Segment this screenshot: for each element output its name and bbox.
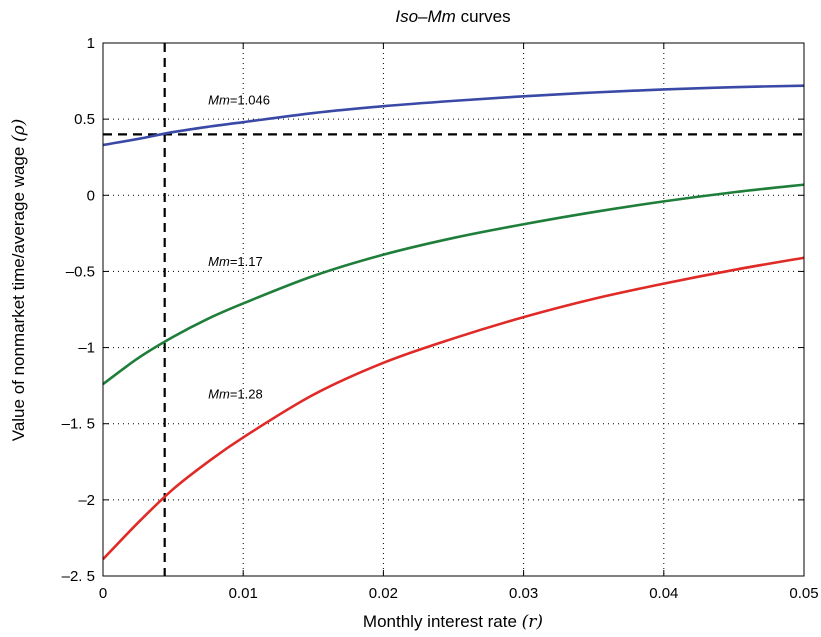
curve-label-value: =1.046 [230, 92, 270, 107]
y-tick-label: 0 [87, 187, 95, 204]
axis-ticks [102, 42, 805, 577]
chart-title-italic: Iso [395, 7, 418, 26]
chart-title-italic-2: Mm [428, 7, 456, 26]
curve-label-1: Mm=1.046 [208, 92, 270, 107]
series-line-2 [102, 183, 805, 386]
y-tick-label: –0.5 [66, 263, 95, 280]
y-tick-label: –1. 5 [62, 416, 95, 433]
x-tick-label: 0.04 [649, 585, 678, 602]
y-axis-label-text: Value of nonmarket time/average wage [9, 142, 28, 441]
curve-label-2: Mm=1.17 [208, 254, 263, 269]
reference-lines [103, 43, 804, 576]
series-lines [102, 84, 805, 561]
plot-frame [102, 42, 805, 577]
curve-label-prefix: Mm [208, 92, 230, 107]
curve-label-value: =1.28 [230, 386, 263, 401]
y-tick-label: –1 [78, 340, 95, 357]
y-axis-label: Value of nonmarket time/average wage (ρ) [9, 119, 29, 442]
grid-lines [103, 43, 804, 576]
y-tick-label: –2 [78, 492, 95, 509]
x-axis-label: Monthly interest rate (r) [363, 612, 543, 632]
x-tick-label: 0.05 [789, 585, 818, 602]
y-tick-label: –2. 5 [62, 568, 95, 585]
x-axis-label-symbol: (r) [522, 612, 543, 632]
x-tick-label: 0 [99, 585, 107, 602]
curve-label-value: =1.17 [230, 254, 263, 269]
chart-title-rest: curves [456, 7, 511, 26]
x-axis-label-text: Monthly interest rate [363, 612, 522, 631]
chart-title-dash: – [418, 7, 428, 26]
chart-title: Iso–Mm curves [395, 7, 510, 26]
x-tick-label: 0.02 [369, 585, 398, 602]
y-axis-label-symbol: (ρ) [9, 119, 29, 142]
curve-label-prefix: Mm [208, 254, 230, 269]
y-tick-label: 0.5 [74, 111, 95, 128]
y-tick-label: 1 [87, 35, 95, 52]
x-tick-labels: 0 0.01 0.02 0.03 0.04 0.05 [99, 585, 819, 602]
curve-label-3: Mm=1.28 [208, 386, 263, 401]
curve-label-prefix: Mm [208, 386, 230, 401]
x-tick-label: 0.01 [229, 585, 258, 602]
series-line-1 [102, 84, 805, 147]
x-tick-label: 0.03 [509, 585, 538, 602]
series-line-3 [102, 256, 805, 561]
y-tick-labels: 1 0.5 0 –0.5 –1 –1. 5 –2 –2. 5 [62, 35, 95, 585]
